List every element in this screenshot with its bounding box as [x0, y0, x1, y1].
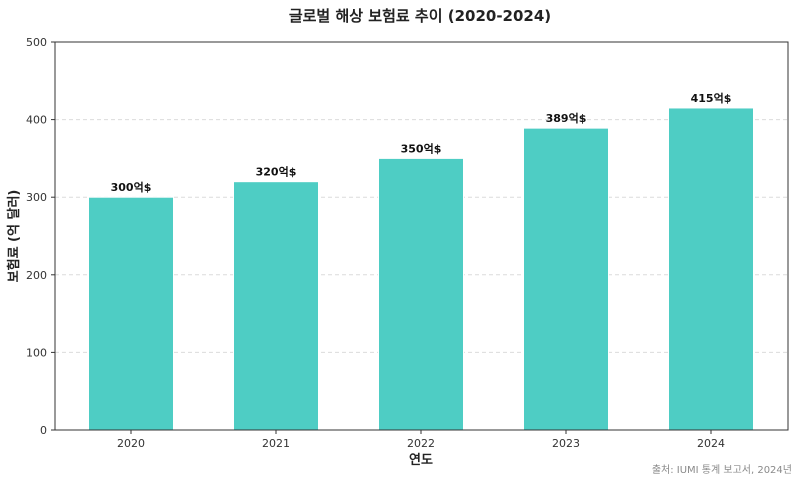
- source-note: 출처: IUMI 통계 보고서, 2024년: [652, 464, 792, 476]
- bar-2021: [233, 181, 319, 431]
- bars: [88, 107, 754, 431]
- x-axis-label: 연도: [409, 453, 433, 468]
- x-tick-label-2020: 2020: [117, 437, 145, 450]
- chart-title: 글로벌 해상 보험료 추이 (2020-2024): [289, 7, 551, 25]
- y-tick-label: 200: [26, 269, 47, 282]
- data-label-2021: 320억$: [256, 166, 297, 179]
- x-tick-label-2022: 2022: [407, 437, 435, 450]
- data-label-2023: 389억$: [546, 112, 587, 125]
- y-axis-ticks: 0 100 200 300 400 500: [26, 36, 55, 437]
- x-tick-label-2024: 2024: [697, 437, 725, 450]
- y-tick-label: 400: [26, 114, 47, 127]
- data-label-2024: 415억$: [691, 92, 732, 105]
- y-tick-label: 100: [26, 346, 47, 359]
- x-axis-ticks: 2020 2021 2022 2023 2024: [117, 430, 725, 450]
- data-labels: 300억$ 320억$ 350억$ 389억$ 415억$: [111, 92, 732, 194]
- x-tick-label-2023: 2023: [552, 437, 580, 450]
- bar-2022: [378, 157, 464, 431]
- data-label-2022: 350억$: [401, 142, 442, 155]
- bar-2024: [668, 107, 754, 431]
- bar-2020: [88, 196, 174, 431]
- y-tick-label: 500: [26, 36, 47, 49]
- data-label-2020: 300억$: [111, 181, 152, 194]
- y-axis-label: 보험료 (억 달러): [6, 190, 22, 283]
- bar-2023: [523, 127, 609, 431]
- y-tick-label: 300: [26, 191, 47, 204]
- x-tick-label-2021: 2021: [262, 437, 290, 450]
- y-tick-label: 0: [40, 424, 47, 437]
